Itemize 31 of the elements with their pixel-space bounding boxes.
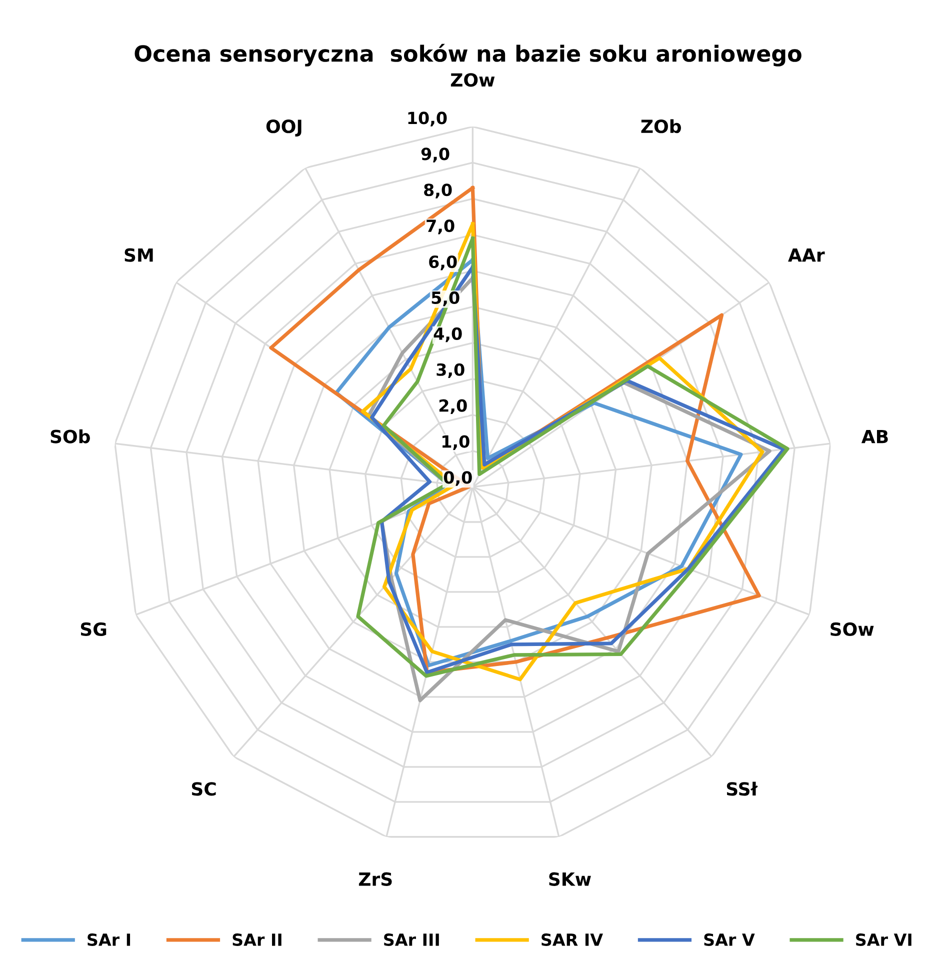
spoke-label: SOw (830, 622, 874, 636)
y-tick-label: 10,0 (408, 112, 447, 126)
spoke-label: AAr (788, 248, 825, 262)
y-tick-label: 6,0 (429, 255, 457, 270)
spoke-label: ZOb (641, 119, 681, 134)
legend-label: SAr V (704, 933, 755, 946)
spoke-label: SOb (50, 429, 90, 444)
legend-label: SAR IV (542, 933, 603, 946)
legend-label: SAr VI (856, 933, 912, 946)
y-tick-label: 5,0 (432, 291, 460, 306)
spoke-label: SC (192, 782, 216, 796)
y-tick-label: 0,0 (444, 471, 472, 486)
legend-label: SAr II (232, 933, 282, 946)
y-tick-label: 7,0 (426, 220, 454, 234)
y-tick-label: 1,0 (442, 435, 470, 450)
spoke-label: SG (80, 622, 106, 636)
y-tick-label: 3,0 (436, 363, 464, 378)
spoke-label: ZrS (358, 872, 392, 886)
spoke-label: SSł (726, 782, 758, 796)
spoke-label: SKw (549, 872, 591, 886)
y-tick-label: 8,0 (424, 184, 452, 198)
y-tick-label: 4,0 (434, 327, 462, 342)
spoke-label: OOJ (266, 120, 302, 137)
y-tick-label: 9,0 (421, 148, 450, 162)
spoke-label: ZOw (450, 73, 495, 87)
legend-label: SAr III (384, 933, 439, 946)
spoke-label: AB (861, 430, 888, 444)
y-tick-label: 2,0 (439, 399, 467, 414)
spoke-label: SM (124, 248, 153, 262)
legend-label: SAr I (88, 933, 130, 946)
chart-title: Ocena sensoryczna soków na bazie soku aroniowego (134, 44, 802, 66)
